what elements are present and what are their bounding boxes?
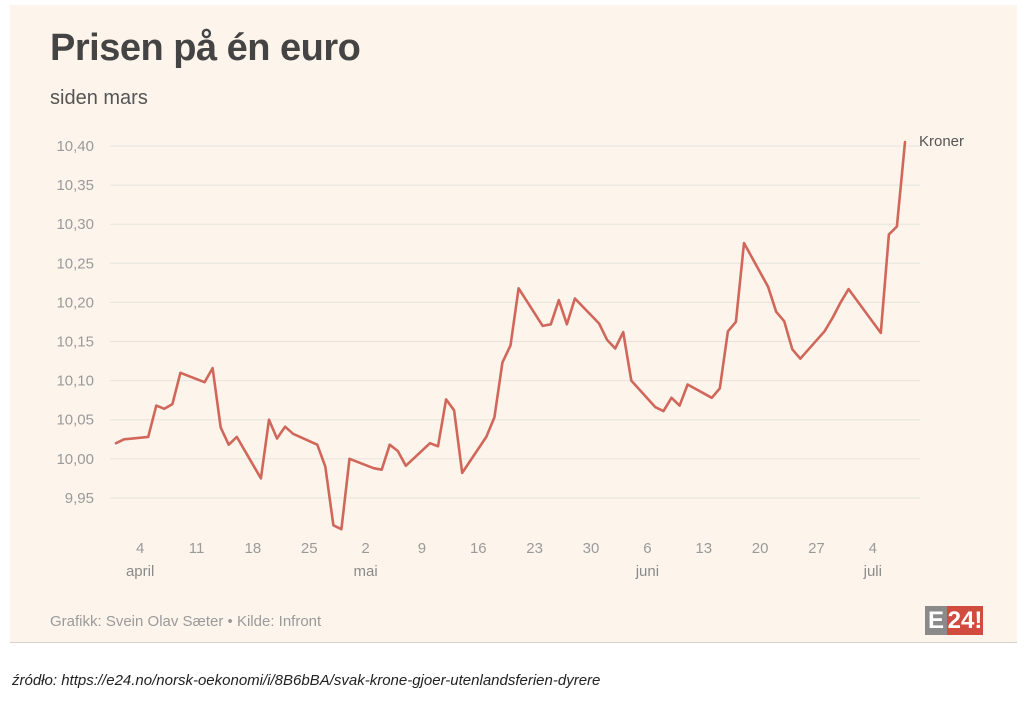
x-tick-label: 20: [752, 540, 769, 557]
line-chart: 10,40 10,35 10,30 10,25 10,20 10,15 10,10 10,05…: [56, 133, 964, 580]
month-label: juni: [635, 563, 659, 580]
y-tick-label: 10,05: [56, 412, 94, 429]
month-label: mai: [353, 563, 377, 580]
series-label: Kroner: [919, 133, 964, 150]
x-tick-label: 13: [695, 540, 712, 557]
x-tick-label: 6: [643, 540, 651, 557]
chart-card: Prisen på én euro siden mars 10,40 10,35 1…: [10, 5, 1017, 643]
source-caption: źródło: https://e24.no/norsk-oekonomi/i/…: [12, 672, 600, 689]
source-prefix: źródło:: [12, 672, 58, 689]
x-tick-label: 2: [361, 540, 369, 557]
chart-subtitle: siden mars: [50, 87, 148, 109]
y-tick-label: 10,00: [56, 451, 94, 468]
x-tick-label: 11: [189, 540, 205, 557]
x-tick-label: 18: [245, 540, 262, 557]
y-tick-label: 10,20: [56, 294, 94, 311]
chart-title: Prisen på én euro: [50, 27, 361, 69]
x-tick-label: 9: [418, 540, 426, 557]
month-label: juli: [863, 563, 882, 580]
y-tick-label: 10,30: [56, 216, 94, 233]
y-tick-label: 10,35: [56, 177, 94, 194]
x-tick-label: 30: [583, 540, 600, 557]
month-label: april: [126, 563, 154, 580]
x-tick-label: 4: [136, 540, 144, 557]
chart-credit: Grafikk: Svein Olav Sæter • Kilde: Infro…: [50, 613, 322, 630]
x-tick-label: 25: [301, 540, 318, 557]
y-tick-label: 10,25: [56, 255, 94, 272]
x-tick-label: 16: [470, 540, 487, 557]
y-tick-label: 10,10: [56, 373, 94, 390]
x-tick-label: 4: [869, 540, 877, 557]
x-tick-label: 27: [808, 540, 825, 557]
y-tick-label: 10,40: [56, 138, 94, 155]
e24-logo[interactable]: E 24!: [925, 606, 983, 635]
y-tick-label: 9,95: [65, 490, 94, 507]
series-line: [114, 140, 907, 531]
logo-number: 24!: [947, 606, 983, 635]
x-tick-label: 23: [526, 540, 543, 557]
source-link[interactable]: https://e24.no/norsk-oekonomi/i/8B6bBA/s…: [61, 672, 601, 689]
y-tick-label: 10,15: [56, 334, 94, 351]
logo-letter: E: [925, 606, 947, 635]
